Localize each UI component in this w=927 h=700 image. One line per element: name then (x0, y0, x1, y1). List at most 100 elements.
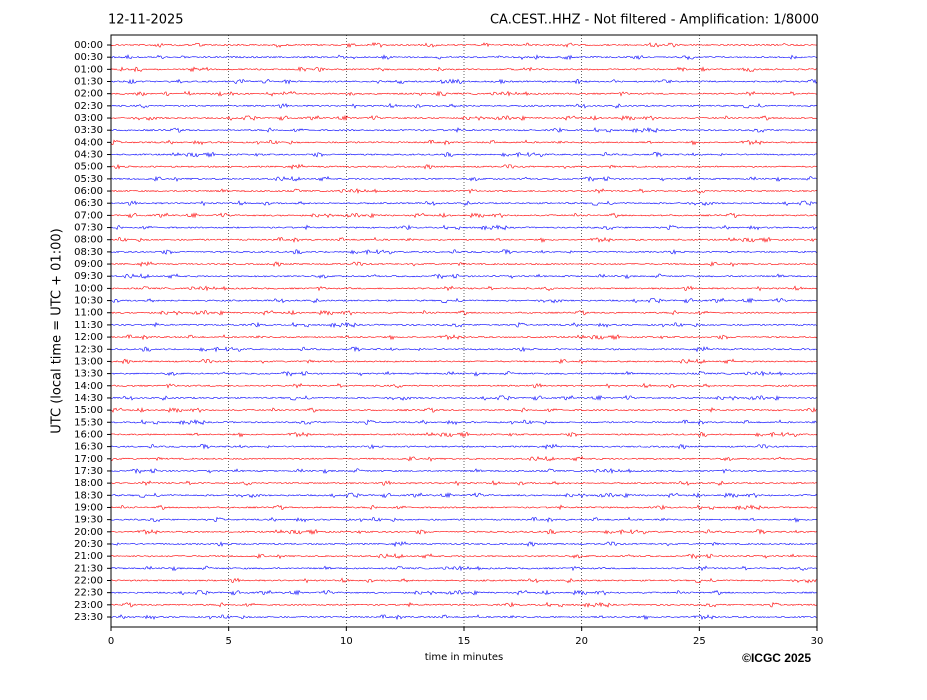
y-tick-label: 17:30 (74, 466, 103, 477)
y-tick-label: 10:30 (74, 296, 103, 307)
y-tick-label: 07:00 (74, 210, 103, 221)
y-axis-label: UTC (local time = UTC + 01:00) (50, 228, 65, 433)
trace (110, 285, 818, 292)
trace (110, 188, 818, 194)
trace (110, 614, 817, 621)
trace (110, 443, 818, 450)
trace (110, 528, 818, 536)
y-tick-label: 04:00 (74, 137, 103, 148)
x-tick-label: 10 (340, 636, 353, 647)
trace (110, 212, 818, 219)
y-tick-label: 09:30 (74, 271, 103, 282)
trace (110, 504, 818, 511)
y-tick-label: 20:00 (74, 527, 103, 538)
y-tick-label: 08:30 (74, 247, 103, 258)
y-tick-label: 12:00 (74, 332, 103, 343)
trace (110, 200, 818, 207)
trace (110, 54, 818, 61)
y-tick-label: 16:00 (74, 429, 103, 440)
trace (110, 163, 818, 170)
trace (110, 455, 818, 462)
x-tick-label: 20 (575, 636, 588, 647)
trace (110, 297, 818, 304)
y-tick-label: 05:00 (74, 162, 103, 173)
trace (110, 90, 818, 97)
y-tick-label: 02:00 (74, 89, 103, 100)
trace (110, 492, 818, 499)
trace (110, 346, 818, 353)
trace (110, 114, 818, 121)
y-tick-label: 07:30 (74, 223, 103, 234)
chart-title: CA.CEST..HHZ - Not filtered - Amplificat… (490, 13, 819, 28)
y-tick-label: 21:00 (74, 551, 103, 562)
trace (110, 601, 818, 608)
trace (110, 370, 817, 377)
y-tick-label: 19:30 (74, 515, 103, 526)
trace (110, 382, 818, 389)
trace (110, 589, 817, 596)
x-axis-label: time in minutes (425, 652, 504, 663)
trace (110, 540, 818, 548)
y-tick-label: 13:30 (74, 369, 103, 380)
trace (110, 516, 818, 523)
trace (110, 224, 818, 231)
trace (110, 565, 818, 572)
y-tick-label: 03:30 (74, 125, 103, 136)
y-tick-label: 06:00 (74, 186, 103, 197)
trace (110, 175, 817, 182)
trace (110, 419, 818, 426)
trace (110, 66, 818, 73)
trace (110, 553, 818, 560)
x-tick-label: 5 (225, 636, 231, 647)
y-tick-label: 23:30 (74, 612, 103, 623)
trace (110, 358, 818, 365)
trace (110, 334, 818, 341)
trace (110, 102, 818, 109)
y-tick-label: 12:30 (74, 344, 103, 355)
y-tick-label: 15:00 (74, 405, 103, 416)
chart-date: 12-11-2025 (108, 13, 184, 28)
x-tick-label: 25 (693, 636, 706, 647)
y-tick-label: 04:30 (74, 150, 103, 161)
y-tick-label: 20:30 (74, 539, 103, 550)
trace (110, 127, 818, 134)
y-tick-label: 01:30 (74, 77, 103, 88)
y-tick-label: 19:00 (74, 502, 103, 513)
trace (110, 577, 818, 584)
y-tick-label: 21:30 (74, 563, 103, 574)
y-tick-label: 11:00 (74, 308, 103, 319)
x-tick-label: 0 (108, 636, 114, 647)
y-tick-label: 01:00 (74, 64, 103, 75)
y-tick-label: 05:30 (74, 174, 103, 185)
trace (110, 309, 817, 316)
plot-area (110, 35, 818, 627)
y-tick-label: 22:30 (74, 588, 103, 599)
y-tick-label: 18:30 (74, 490, 103, 501)
x-tick-label: 30 (811, 636, 824, 647)
y-tick-label: 16:30 (74, 442, 103, 453)
y-tick-label: 10:00 (74, 283, 103, 294)
y-tick-label: 13:00 (74, 356, 103, 367)
credit: ©ICGC 2025 (742, 651, 811, 665)
trace (110, 248, 818, 256)
y-tick-label: 08:00 (74, 235, 103, 246)
trace (110, 273, 818, 280)
trace (110, 480, 818, 487)
y-tick-label: 15:30 (74, 417, 103, 428)
trace (110, 139, 818, 146)
y-tick-label: 06:30 (74, 198, 103, 209)
trace (110, 394, 818, 401)
y-tick-label: 00:30 (74, 52, 103, 63)
y-tick-label: 23:00 (74, 600, 103, 611)
y-tick-label: 09:00 (74, 259, 103, 270)
y-tick-label: 00:00 (74, 40, 103, 51)
y-tick-label: 02:30 (74, 101, 103, 112)
y-tick-label: 14:30 (74, 393, 103, 404)
y-tick-label: 22:00 (74, 575, 103, 586)
y-tick-label: 18:00 (74, 478, 103, 489)
trace (110, 406, 818, 413)
x-tick-label: 15 (458, 636, 471, 647)
trace (110, 236, 818, 243)
